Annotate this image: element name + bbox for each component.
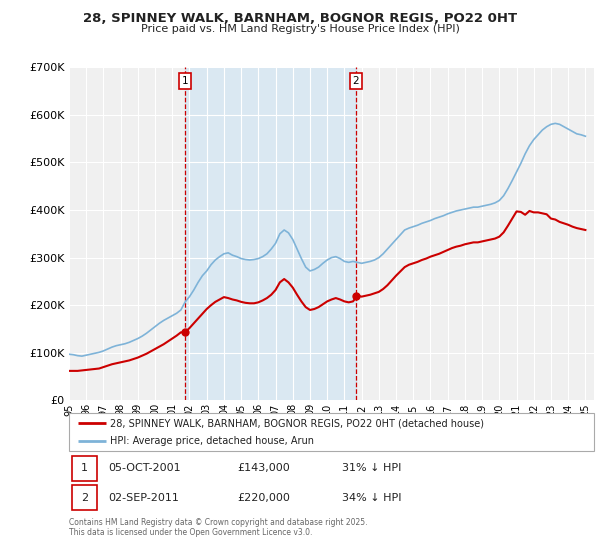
Bar — [185, 67, 356, 400]
Text: £220,000: £220,000 — [237, 493, 290, 503]
Text: Contains HM Land Registry data © Crown copyright and database right 2025.
This d: Contains HM Land Registry data © Crown c… — [69, 518, 367, 538]
Text: 28, SPINNEY WALK, BARNHAM, BOGNOR REGIS, PO22 0HT (detached house): 28, SPINNEY WALK, BARNHAM, BOGNOR REGIS,… — [110, 418, 484, 428]
Text: HPI: Average price, detached house, Arun: HPI: Average price, detached house, Arun — [110, 436, 314, 446]
Text: 2: 2 — [80, 493, 88, 503]
Text: 05-OCT-2001: 05-OCT-2001 — [109, 463, 181, 473]
Text: 1: 1 — [81, 463, 88, 473]
Text: 02-SEP-2011: 02-SEP-2011 — [109, 493, 179, 503]
Text: £143,000: £143,000 — [237, 463, 290, 473]
Text: 2: 2 — [353, 76, 359, 86]
Text: 1: 1 — [182, 76, 188, 86]
Text: 28, SPINNEY WALK, BARNHAM, BOGNOR REGIS, PO22 0HT: 28, SPINNEY WALK, BARNHAM, BOGNOR REGIS,… — [83, 12, 517, 25]
Text: Price paid vs. HM Land Registry's House Price Index (HPI): Price paid vs. HM Land Registry's House … — [140, 24, 460, 34]
Text: 31% ↓ HPI: 31% ↓ HPI — [342, 463, 401, 473]
Bar — [71, 486, 97, 510]
Text: 34% ↓ HPI: 34% ↓ HPI — [342, 493, 401, 503]
Bar — [71, 456, 97, 480]
